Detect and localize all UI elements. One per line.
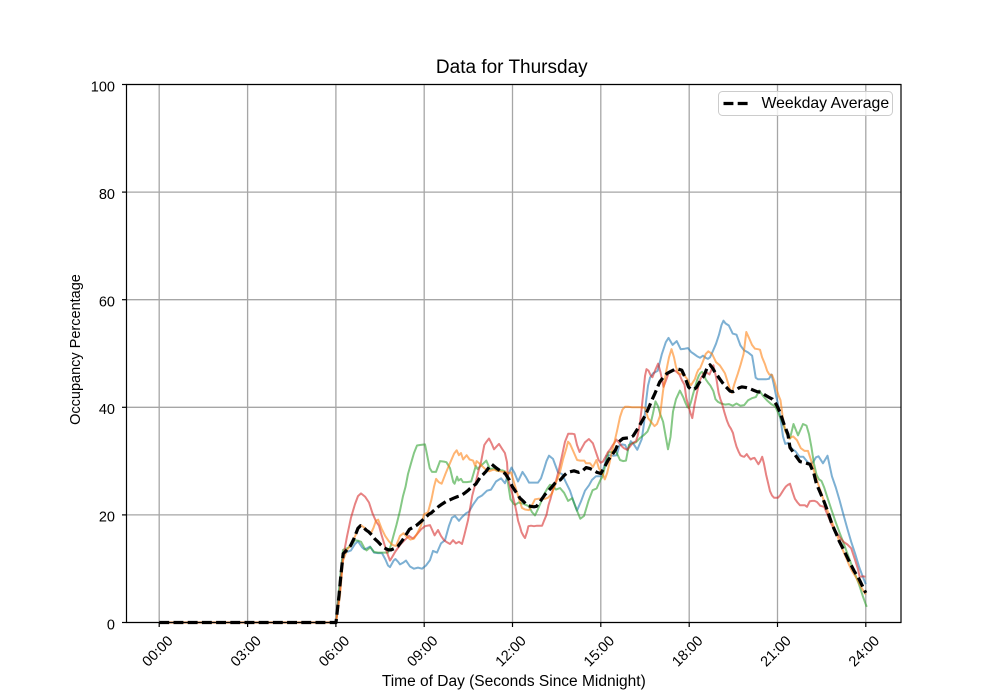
svg-text:Time of Day (Seconds Since Mid: Time of Day (Seconds Since Midnight) <box>382 673 646 690</box>
svg-text:80: 80 <box>99 187 115 203</box>
svg-text:60: 60 <box>99 295 115 311</box>
svg-text:Occupancy Percentage: Occupancy Percentage <box>68 274 84 425</box>
svg-text:0: 0 <box>107 617 115 633</box>
svg-text:40: 40 <box>99 402 115 418</box>
svg-text:Data for Thursday: Data for Thursday <box>436 57 588 78</box>
svg-text:Weekday Average: Weekday Average <box>762 95 890 112</box>
svg-text:100: 100 <box>91 79 115 95</box>
svg-text:20: 20 <box>99 510 115 526</box>
